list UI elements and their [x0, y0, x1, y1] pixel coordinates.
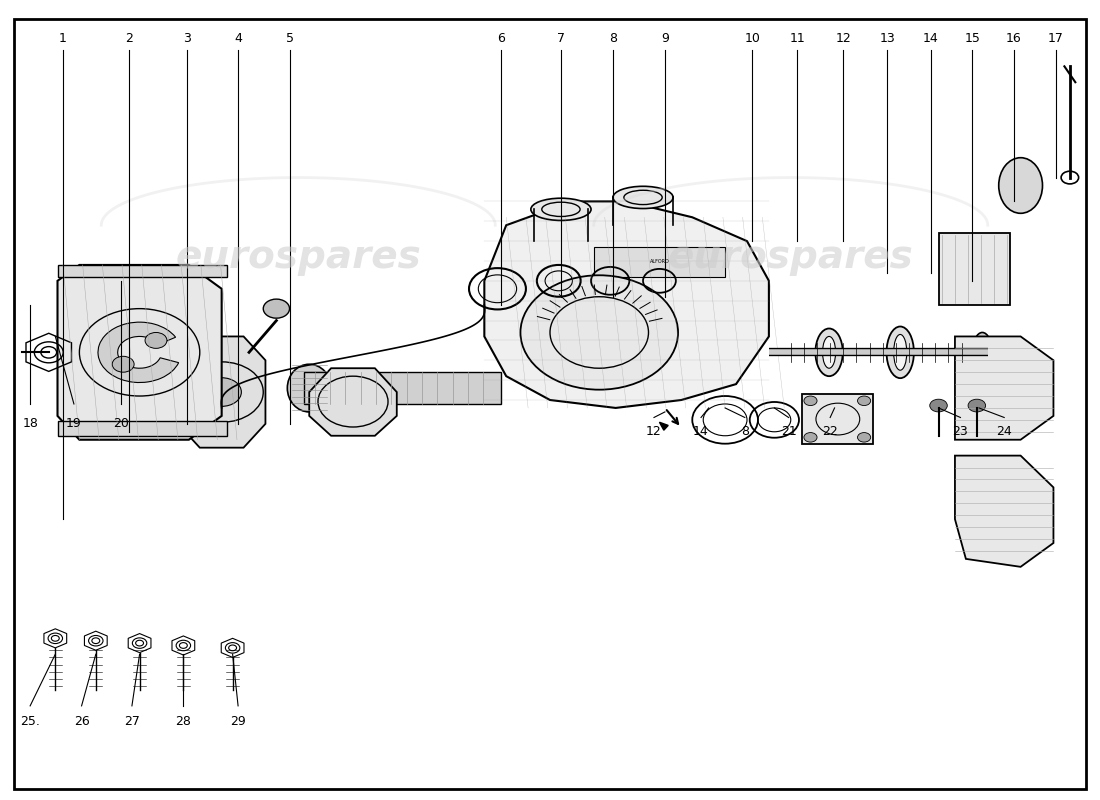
Text: 9: 9 — [661, 32, 669, 45]
Circle shape — [263, 299, 289, 318]
Ellipse shape — [287, 364, 331, 412]
Polygon shape — [178, 337, 265, 448]
Ellipse shape — [972, 333, 992, 372]
Text: 27: 27 — [124, 715, 140, 728]
Text: 12: 12 — [646, 426, 662, 438]
Bar — [594, 246, 725, 277]
Text: 28: 28 — [175, 715, 191, 728]
Text: 22: 22 — [823, 426, 838, 438]
Polygon shape — [309, 368, 397, 436]
Circle shape — [858, 396, 871, 406]
Wedge shape — [98, 322, 178, 382]
Ellipse shape — [999, 158, 1043, 214]
Text: 5: 5 — [286, 32, 294, 45]
Text: 10: 10 — [745, 32, 760, 45]
Text: 14: 14 — [693, 426, 708, 438]
Text: 17: 17 — [1047, 32, 1064, 45]
Circle shape — [112, 356, 134, 372]
Circle shape — [968, 399, 986, 412]
Ellipse shape — [613, 186, 673, 209]
Text: 7: 7 — [557, 32, 565, 45]
Circle shape — [804, 433, 817, 442]
Text: eurospares: eurospares — [175, 238, 421, 276]
Circle shape — [145, 333, 167, 348]
Text: 4: 4 — [234, 32, 242, 45]
Text: 26: 26 — [74, 715, 89, 728]
Bar — [938, 233, 1010, 305]
Text: 13: 13 — [879, 32, 895, 45]
Circle shape — [520, 275, 678, 390]
Text: 21: 21 — [781, 426, 796, 438]
Bar — [57, 265, 227, 277]
Text: 12: 12 — [835, 32, 851, 45]
Text: 8: 8 — [740, 426, 749, 438]
Bar — [57, 422, 227, 436]
Text: 18: 18 — [22, 418, 38, 430]
Text: 25.: 25. — [20, 715, 40, 728]
Ellipse shape — [893, 334, 906, 370]
Circle shape — [858, 433, 871, 442]
Text: 24: 24 — [997, 426, 1012, 438]
Polygon shape — [955, 337, 1054, 440]
Text: 8: 8 — [609, 32, 617, 45]
Polygon shape — [484, 202, 769, 408]
Ellipse shape — [815, 329, 843, 376]
Bar — [802, 394, 873, 444]
Text: 6: 6 — [497, 32, 505, 45]
Polygon shape — [57, 265, 222, 440]
Text: 23: 23 — [953, 426, 968, 438]
Text: 2: 2 — [124, 32, 133, 45]
Circle shape — [202, 378, 241, 406]
Text: 1: 1 — [59, 32, 67, 45]
Ellipse shape — [531, 198, 591, 221]
Text: ALFORD: ALFORD — [650, 259, 669, 264]
Circle shape — [804, 396, 817, 406]
Ellipse shape — [823, 337, 836, 368]
Text: 19: 19 — [66, 418, 81, 430]
Text: 20: 20 — [113, 418, 129, 430]
Text: 29: 29 — [230, 715, 246, 728]
Text: eurospares: eurospares — [668, 238, 914, 276]
Polygon shape — [304, 372, 500, 404]
Ellipse shape — [887, 326, 914, 378]
Text: 11: 11 — [790, 32, 805, 45]
Circle shape — [930, 399, 947, 412]
Text: 3: 3 — [183, 32, 190, 45]
Polygon shape — [659, 422, 668, 430]
Text: 15: 15 — [965, 32, 980, 45]
Text: 16: 16 — [1006, 32, 1022, 45]
Text: 14: 14 — [923, 32, 938, 45]
Polygon shape — [955, 456, 1054, 567]
